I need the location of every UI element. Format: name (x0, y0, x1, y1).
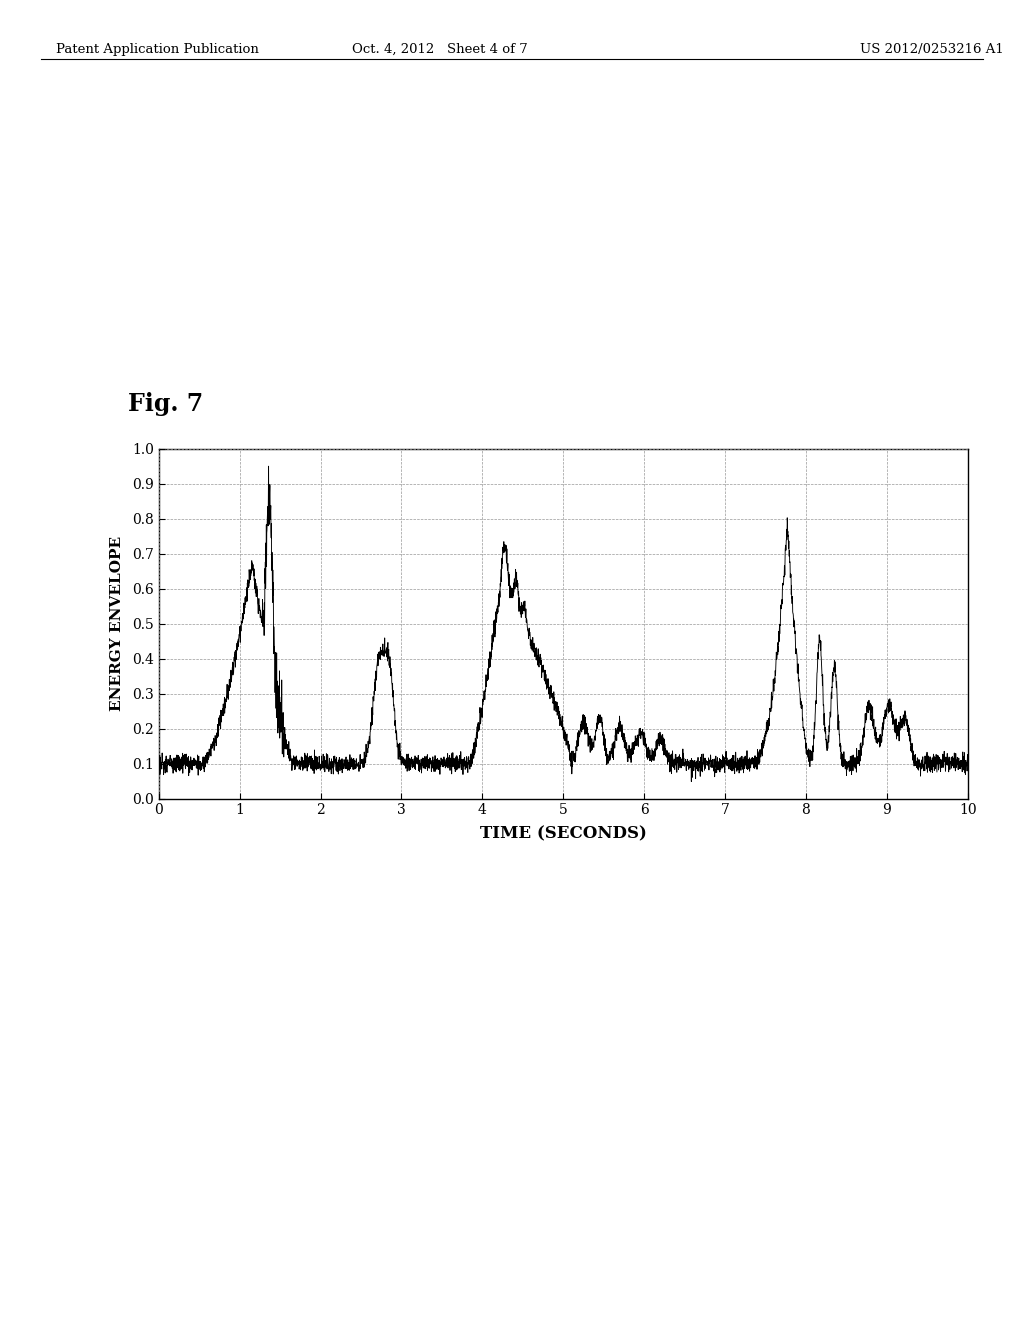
Text: Fig. 7: Fig. 7 (128, 392, 203, 416)
Text: US 2012/0253216 A1: US 2012/0253216 A1 (860, 44, 1004, 55)
Y-axis label: ENERGY ENVELOPE: ENERGY ENVELOPE (110, 536, 124, 711)
Text: Oct. 4, 2012   Sheet 4 of 7: Oct. 4, 2012 Sheet 4 of 7 (352, 44, 528, 55)
Text: Patent Application Publication: Patent Application Publication (56, 44, 259, 55)
X-axis label: TIME (SECONDS): TIME (SECONDS) (480, 826, 646, 842)
